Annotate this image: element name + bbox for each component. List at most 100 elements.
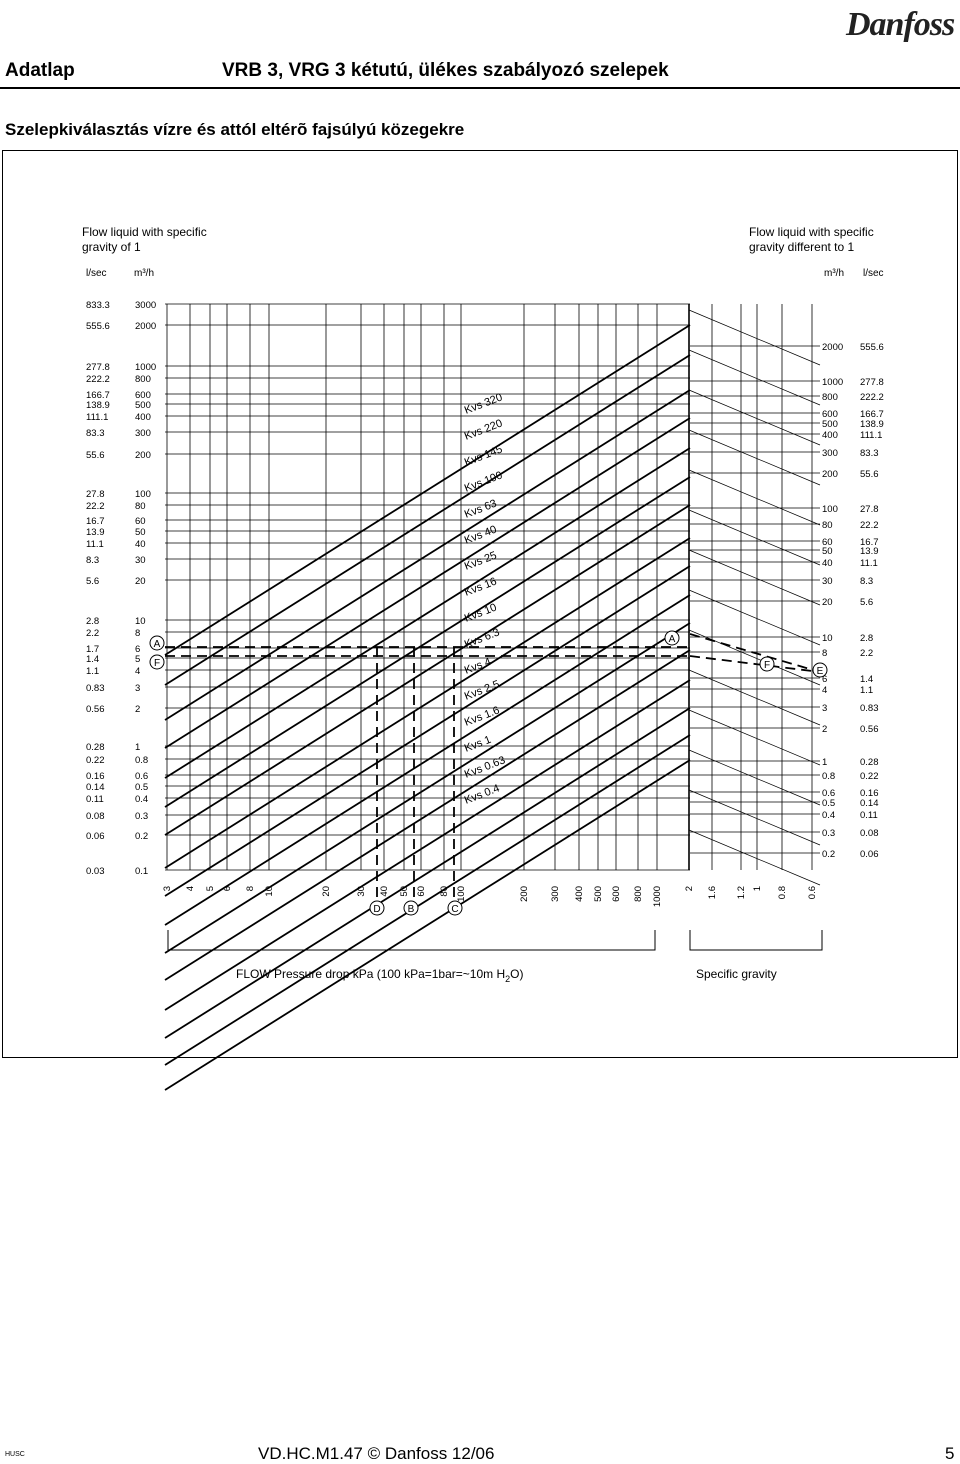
tick-label-lsec-left: 833.3 (86, 300, 110, 311)
pressure-tick-label: 3 (162, 886, 173, 891)
gravity-slant-line (688, 469, 821, 526)
tick-label-lsec-left: 555.6 (86, 321, 110, 332)
tick-label-m3h-right: 60 (822, 537, 833, 548)
tick-label-lsec-right: 0.14 (860, 798, 879, 809)
kvs-line (164, 537, 691, 869)
tick-label-m3h-left: 6 (135, 644, 140, 655)
kvs-line (164, 389, 691, 721)
marker-circle (369, 900, 385, 916)
gravity-slant-line (688, 829, 821, 886)
kvs-line (164, 504, 691, 836)
tick-label-lsec-left: 0.14 (86, 782, 105, 793)
marker-label: B (408, 904, 415, 915)
right-unit-lsec: l/sec (863, 268, 884, 279)
tick-label-lsec-right: 1.1 (860, 685, 873, 696)
page-title: VRB 3, VRG 3 kétutú, ülékes szabályozó s… (222, 60, 669, 81)
kvs-line (164, 476, 691, 808)
tick-label-lsec-left: 1.4 (86, 654, 99, 665)
tick-label-m3h-left: 2 (135, 704, 140, 715)
pressure-tick-label: 30 (356, 886, 367, 897)
gravity-bracket (689, 930, 823, 951)
tick-label-lsec-right: 111.1 (860, 430, 882, 441)
pressure-tick-label: 1000 (652, 886, 663, 907)
tick-label-m3h-left: 1000 (135, 362, 156, 373)
tick-label-m3h-right: 50 (822, 546, 833, 557)
gravity-slant-line (688, 429, 821, 486)
tick-label-lsec-left: 2.8 (86, 616, 99, 627)
kvs-line (164, 707, 691, 1039)
marker-label: F (154, 658, 160, 669)
tick-label-lsec-left: 277.8 (86, 362, 110, 373)
tick-label-lsec-left: 13.9 (86, 527, 105, 538)
tick-label-m3h-left: 0.4 (135, 794, 148, 805)
gravity-tick-label: 0.6 (807, 886, 818, 899)
marker-circle (149, 654, 165, 670)
pressure-tick-label: 8 (245, 886, 256, 891)
kvs-line (164, 734, 691, 1066)
tick-label-m3h-right: 0.6 (822, 788, 835, 799)
right-caption-line2: gravity different to 1 (749, 240, 854, 254)
tick-label-m3h-right: 2000 (822, 342, 843, 353)
tick-label-m3h-right: 2 (822, 724, 827, 735)
tick-label-m3h-left: 2000 (135, 321, 156, 332)
tick-label-lsec-left: 55.6 (86, 450, 105, 461)
tick-label-m3h-left: 0.3 (135, 811, 148, 822)
gravity-slant-line (688, 549, 821, 606)
tick-label-lsec-right: 0.11 (860, 810, 878, 821)
marker-label: C (451, 904, 458, 915)
tick-label-m3h-left: 0.6 (135, 771, 148, 782)
tick-label-m3h-left: 4 (135, 666, 140, 677)
marker-circle (149, 635, 165, 651)
tick-label-lsec-right: 0.08 (860, 828, 879, 839)
kvs-label: Kvs 1 (463, 734, 493, 755)
tick-label-lsec-right: 16.7 (860, 537, 879, 548)
tick-label-m3h-left: 80 (135, 501, 146, 512)
tick-label-lsec-left: 0.03 (86, 866, 105, 877)
tick-label-lsec-right: 11.1 (860, 558, 878, 569)
tick-label-m3h-left: 800 (135, 374, 151, 385)
section-title: Szelepkiválasztás vízre és attól eltérõ … (5, 120, 465, 139)
tick-label-lsec-left: 0.83 (86, 683, 105, 694)
gravity-slant-line (688, 669, 821, 726)
example-line-F-right (689, 655, 821, 673)
kvs-label: Kvs 220 (463, 417, 504, 442)
tick-label-m3h-right: 100 (822, 504, 838, 515)
gravity-tick-label: 1 (752, 886, 763, 891)
tick-label-m3h-right: 8 (822, 648, 827, 659)
marker-label: A (669, 634, 676, 645)
tick-label-lsec-left: 22.2 (86, 501, 105, 512)
marker-label: A (154, 639, 161, 650)
tick-label-m3h-left: 50 (135, 527, 146, 538)
gravity-slant-line (688, 389, 821, 446)
tick-label-lsec-right: 55.6 (860, 469, 879, 480)
tick-label-m3h-right: 0.2 (822, 849, 835, 860)
tick-label-lsec-right: 2.8 (860, 633, 873, 644)
pressure-tick-label: 100 (456, 886, 467, 902)
tick-label-lsec-left: 8.3 (86, 555, 99, 566)
pressure-tick-label: 400 (574, 886, 585, 902)
tick-label-m3h-left: 8 (135, 628, 140, 639)
left-unit-lsec: l/sec (86, 268, 107, 279)
tick-label-lsec-right: 1.4 (860, 674, 873, 685)
gravity-tick-label: 1.6 (707, 886, 718, 899)
tick-label-lsec-right: 166.7 (860, 409, 884, 420)
tick-label-m3h-left: 0.5 (135, 782, 148, 793)
tick-label-lsec-left: 0.11 (86, 794, 104, 805)
tick-label-m3h-left: 600 (135, 390, 151, 401)
kvs-label: Kvs 320 (463, 391, 504, 416)
tick-label-m3h-right: 0.5 (822, 798, 835, 809)
tick-label-m3h-left: 1 (135, 742, 140, 753)
tick-label-lsec-right: 277.8 (860, 377, 884, 388)
tick-label-m3h-left: 10 (135, 616, 146, 627)
pressure-tick-label: 20 (321, 886, 332, 897)
tick-label-lsec-right: 0.83 (860, 703, 879, 714)
tick-label-m3h-right: 4 (822, 685, 827, 696)
tick-label-m3h-left: 5 (135, 654, 140, 665)
tick-label-m3h-right: 1000 (822, 377, 843, 388)
gravity-axis-caption: Specific gravity (696, 967, 777, 981)
page-number: 5 (945, 1444, 955, 1463)
tick-label-m3h-left: 20 (135, 576, 146, 587)
tick-label-m3h-right: 300 (822, 448, 838, 459)
gravity-tick-label: 0.8 (777, 886, 788, 899)
tick-label-m3h-right: 0.8 (822, 771, 835, 782)
